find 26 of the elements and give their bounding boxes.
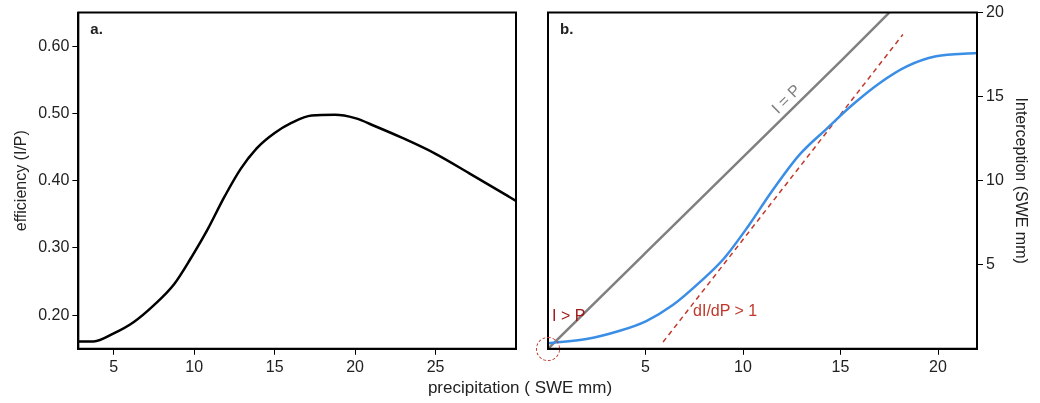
x-tick-label: 15 [831,357,850,375]
x-tick-label: 20 [929,357,947,375]
y2-tick-label: 15 [986,87,1004,105]
y2-tick-label: 10 [986,171,1004,189]
x-tick-label: 15 [265,357,284,375]
series-label: dI/dP > 1 [693,301,758,319]
x-tick-label: 25 [426,357,445,375]
y-tick-label: 0.50 [38,103,70,121]
annotation: I > P [552,307,586,325]
y2-tick-label: 20 [986,3,1004,21]
y-tick-label: 0.40 [38,171,70,189]
y-tick-label: 0.30 [38,238,70,256]
x-tick-label: 10 [185,357,204,375]
y2-tick-label: 5 [986,255,995,273]
x-axis-title: precipitation ( SWE mm) [426,378,614,398]
text: b. [560,20,574,38]
text: I = P [768,81,804,117]
x-tick-label: 5 [641,357,651,375]
y2-axis-title: Interception (SWE mm) [1012,97,1030,264]
x-tick-label: 20 [346,357,365,375]
y-axis-title: efficiency (I/P) [12,130,30,232]
x-tick-label: 5 [109,357,119,375]
text: a. [90,20,103,38]
y-tick-label: 0.60 [38,36,70,54]
y-tick-label: 0.20 [38,305,70,323]
x-tick-label: 10 [734,357,752,375]
